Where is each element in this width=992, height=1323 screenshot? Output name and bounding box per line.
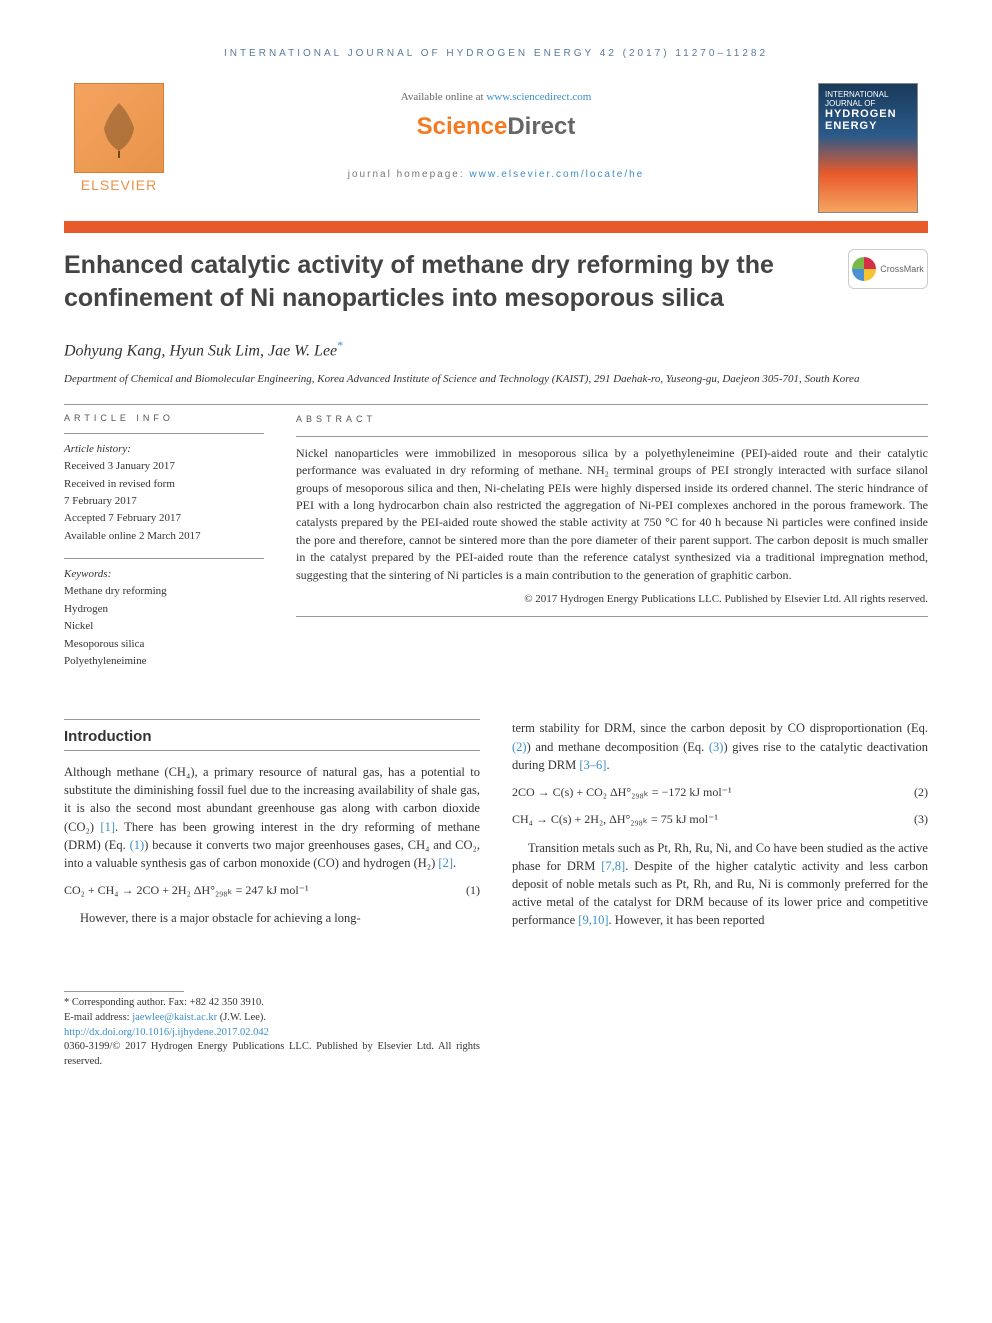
sciencedirect-logo[interactable]: ScienceDirect: [194, 113, 798, 141]
journal-cover-image[interactable]: INTERNATIONAL JOURNAL OF HYDROGEN ENERGY: [818, 83, 918, 213]
divider-1: [64, 404, 928, 405]
email-suffix: (J.W. Lee).: [217, 1012, 266, 1023]
introduction-heading: Introduction: [64, 719, 480, 748]
footnote-rule: [64, 991, 184, 992]
intro-paragraph-2: However, there is a major obstacle for a…: [64, 909, 480, 927]
cover-line1: INTERNATIONAL JOURNAL OF: [825, 90, 911, 108]
history-accepted: Accepted 7 February 2017: [64, 511, 264, 526]
authors-names: Dohyung Kang, Hyun Suk Lim, Jae W. Lee: [64, 342, 337, 359]
ref-eq3[interactable]: (3): [709, 740, 724, 754]
col2-p2c: . However, it has been reported: [608, 913, 764, 927]
cover-line3: ENERGY: [825, 120, 911, 132]
footnote-block: * Corresponding author. Fax: +82 42 350 …: [64, 991, 480, 1069]
intro-rule: [64, 750, 480, 751]
keyword-5: Polyethyleneimine: [64, 654, 264, 669]
sciencedirect-block: Available online at www.sciencedirect.co…: [174, 83, 818, 180]
col2-p1b: ) and methane decomposition (Eq.: [527, 740, 709, 754]
ref-2[interactable]: [2]: [438, 856, 453, 870]
body-columns: Introduction Although methane (CH₄), a p…: [64, 719, 928, 1069]
ref-eq2[interactable]: (2): [512, 740, 527, 754]
info-abstract-row: ARTICLE INFO Article history: Received 3…: [64, 413, 928, 672]
sd-logo-part1: Science: [417, 113, 508, 140]
keyword-3: Nickel: [64, 619, 264, 634]
publisher-block: ELSEVIER: [64, 83, 174, 193]
header-row: ELSEVIER Available online at www.science…: [64, 83, 928, 213]
ref-7-8[interactable]: [7,8]: [601, 859, 625, 873]
elsevier-tree-icon: [74, 83, 164, 173]
keywords-heading: Keywords:: [64, 567, 264, 582]
ref-1[interactable]: [1]: [100, 820, 115, 834]
history-online: Available online 2 March 2017: [64, 529, 264, 544]
article-info-label: ARTICLE INFO: [64, 413, 264, 423]
bottom-copyright: 0360-3199/© 2017 Hydrogen Energy Publica…: [64, 1040, 480, 1069]
history-heading: Article history:: [64, 442, 264, 457]
history-revised2: 7 February 2017: [64, 494, 264, 509]
eq2-formula: 2CO → C(s) + CO₂ ΔH°₂₉₈ₖ = −172 kJ mol⁻¹: [512, 784, 732, 801]
body-column-right: term stability for DRM, since the carbon…: [512, 719, 928, 1069]
available-online-line: Available online at www.sciencedirect.co…: [194, 91, 798, 103]
crossmark-label: CrossMark: [880, 264, 924, 274]
affiliation: Department of Chemical and Biomolecular …: [64, 372, 928, 387]
divider-keywords: [64, 558, 264, 559]
eq1-number: (1): [466, 882, 480, 899]
homepage-link[interactable]: www.elsevier.com/locate/he: [469, 169, 644, 180]
email-label: E-mail address:: [64, 1012, 132, 1023]
title-row: Enhanced catalytic activity of methane d…: [64, 249, 928, 314]
crossmark-button[interactable]: CrossMark: [848, 249, 928, 289]
col2-p1a: term stability for DRM, since the carbon…: [512, 721, 928, 735]
abstract-text: Nickel nanoparticles were immobilized in…: [296, 445, 928, 584]
journal-header: INTERNATIONAL JOURNAL OF HYDROGEN ENERGY…: [64, 48, 928, 59]
divider-info-top: [64, 433, 264, 434]
ref-eq1[interactable]: (1): [130, 838, 145, 852]
available-prefix: Available online at: [401, 91, 487, 103]
homepage-line: journal homepage: www.elsevier.com/locat…: [194, 169, 798, 180]
body-column-left: Introduction Although methane (CH₄), a p…: [64, 719, 480, 1069]
equation-2: 2CO → C(s) + CO₂ ΔH°₂₉₈ₖ = −172 kJ mol⁻¹…: [512, 784, 928, 801]
intro-paragraph-1: Although methane (CH₄), a primary resour…: [64, 763, 480, 872]
col2-paragraph-1: term stability for DRM, since the carbon…: [512, 719, 928, 773]
col2-paragraph-2: Transition metals such as Pt, Rh, Ru, Ni…: [512, 839, 928, 930]
divider-abstract-top: [296, 436, 928, 437]
ref-3-6[interactable]: [3–6]: [579, 758, 606, 772]
elsevier-label: ELSEVIER: [64, 177, 174, 193]
article-title: Enhanced catalytic activity of methane d…: [64, 249, 848, 314]
eq1-formula: CO₂ + CH₄ → 2CO + 2H₂ ΔH°₂₉₈ₖ = 247 kJ m…: [64, 882, 309, 899]
corresponding-author-note: * Corresponding author. Fax: +82 42 350 …: [64, 996, 480, 1011]
keyword-4: Mesoporous silica: [64, 637, 264, 652]
abstract-label: ABSTRACT: [296, 413, 928, 426]
sciencedirect-url[interactable]: www.sciencedirect.com: [486, 91, 591, 103]
authors-line: Dohyung Kang, Hyun Suk Lim, Jae W. Lee*: [64, 338, 928, 360]
eq3-number: (3): [914, 811, 928, 828]
page-container: INTERNATIONAL JOURNAL OF HYDROGEN ENERGY…: [0, 0, 992, 1102]
intro-p1d: .: [453, 856, 456, 870]
col2-p1d: .: [606, 758, 609, 772]
email-line: E-mail address: jaewlee@kaist.ac.kr (J.W…: [64, 1011, 480, 1026]
sd-logo-part2: Direct: [507, 113, 575, 140]
equation-1: CO₂ + CH₄ → 2CO + 2H₂ ΔH°₂₉₈ₖ = 247 kJ m…: [64, 882, 480, 899]
email-link[interactable]: jaewlee@kaist.ac.kr: [132, 1012, 217, 1023]
keyword-2: Hydrogen: [64, 602, 264, 617]
divider-abstract-bottom: [296, 616, 928, 617]
homepage-prefix: journal homepage:: [348, 169, 470, 180]
doi-link[interactable]: http://dx.doi.org/10.1016/j.ijhydene.201…: [64, 1027, 269, 1038]
corresponding-author-mark: *: [337, 338, 343, 352]
ref-9-10[interactable]: [9,10]: [578, 913, 608, 927]
keyword-1: Methane dry reforming: [64, 584, 264, 599]
journal-cover-block: INTERNATIONAL JOURNAL OF HYDROGEN ENERGY: [818, 83, 928, 213]
copyright-line: © 2017 Hydrogen Energy Publications LLC.…: [296, 592, 928, 608]
history-revised1: Received in revised form: [64, 477, 264, 492]
article-info-column: ARTICLE INFO Article history: Received 3…: [64, 413, 264, 672]
eq3-formula: CH₄ → C(s) + 2H₂, ΔH°₂₉₈ₖ = 75 kJ mol⁻¹: [512, 811, 718, 828]
cover-line2: HYDROGEN: [825, 108, 911, 120]
abstract-column: ABSTRACT Nickel nanoparticles were immob…: [296, 413, 928, 672]
eq2-number: (2): [914, 784, 928, 801]
orange-divider-bar: [64, 221, 928, 233]
crossmark-icon: [852, 257, 876, 281]
history-received: Received 3 January 2017: [64, 459, 264, 474]
equation-3: CH₄ → C(s) + 2H₂, ΔH°₂₉₈ₖ = 75 kJ mol⁻¹ …: [512, 811, 928, 828]
